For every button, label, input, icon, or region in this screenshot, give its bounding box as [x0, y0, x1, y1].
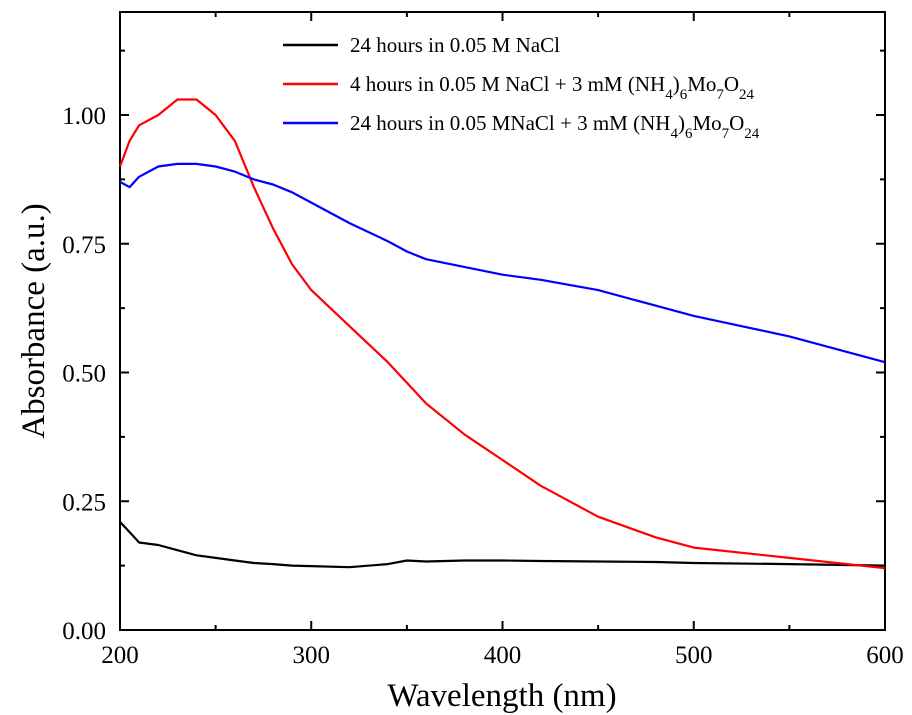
x-tick-label: 200	[101, 642, 139, 669]
plot-frame	[119, 11, 886, 631]
legend-label-3: 24 hours in 0.05 MNaCl + 3 mM (NH4)6Mo7O…	[350, 111, 760, 142]
legend-label-1: 24 hours in 0.05 M NaCl	[350, 33, 560, 57]
y-axis-title: Absorbance (a.u.)	[16, 203, 52, 438]
series-line-3	[119, 162, 886, 364]
y-tick-label: 0.50	[62, 361, 106, 388]
series-line-2	[118, 98, 886, 570]
y-tick-label: 1.00	[62, 103, 106, 130]
legend-label-2: 4 hours in 0.05 M NaCl + 3 mM (NH4)6Mo7O…	[350, 72, 755, 103]
y-tick-label: 0.75	[62, 232, 106, 259]
y-tick-label: 0.25	[62, 489, 106, 516]
ticks-layer	[119, 12, 886, 631]
x-tick-label: 500	[675, 642, 713, 669]
x-tick-label: 400	[484, 642, 522, 669]
x-tick-label: 300	[293, 642, 331, 669]
y-tick-label: 0.00	[62, 618, 106, 645]
x-axis-title: Wavelength (nm)	[387, 678, 616, 714]
series-layer	[118, 98, 886, 570]
legend: 24 hours in 0.05 M NaCl 4 hours in 0.05 M…	[283, 33, 760, 142]
x-tick-label: 600	[866, 642, 904, 669]
series-line-1	[119, 521, 886, 569]
tick-labels-layer: 200 300 400 500 600 0.00 0.25 0.50 0.75 1.00	[62, 103, 904, 669]
